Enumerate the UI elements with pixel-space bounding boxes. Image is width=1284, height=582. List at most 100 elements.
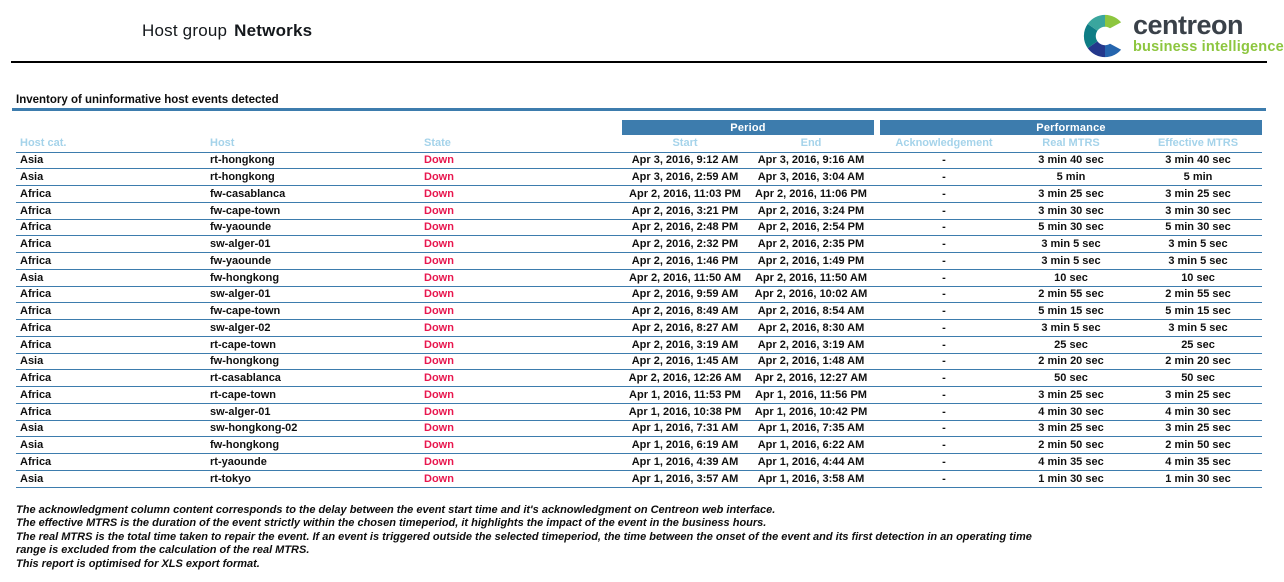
real-mtrs-cell: 10 sec <box>1008 269 1134 287</box>
acknowledgement-cell: - <box>880 252 1008 270</box>
host-cat-cell: Africa <box>16 369 206 387</box>
end-cell: Apr 1, 2016, 4:44 AM <box>748 453 874 471</box>
real-mtrs-cell: 2 min 20 sec <box>1008 353 1134 371</box>
start-cell: Apr 3, 2016, 2:59 AM <box>622 168 748 186</box>
start-cell: Apr 2, 2016, 1:45 AM <box>622 353 748 371</box>
col-header-state: State <box>420 135 622 153</box>
table-row: Asia rt-hongkong Down Apr 3, 2016, 2:59 AM A… <box>16 168 1263 186</box>
table-row: Africa fw-casablanca Down Apr 2, 2016, 11:0… <box>16 185 1263 203</box>
host-cell: fw-hongkong <box>206 269 420 287</box>
state-cell: Down <box>420 252 622 270</box>
state-cell: Down <box>420 269 622 287</box>
acknowledgement-cell: - <box>880 286 1008 304</box>
host-cat-cell: Africa <box>16 185 206 203</box>
table-row: Asia rt-tokyo Down Apr 1, 2016, 3:57 AM Apr … <box>16 470 1263 488</box>
start-cell: Apr 1, 2016, 6:19 AM <box>622 436 748 454</box>
effective-mtrs-cell: 2 min 50 sec <box>1134 436 1263 454</box>
section-heading-underline <box>12 108 1266 111</box>
host-cell: sw-alger-01 <box>206 286 420 304</box>
end-cell: Apr 3, 2016, 9:16 AM <box>748 152 874 170</box>
column-gap <box>874 336 880 354</box>
host-cell: rt-tokyo <box>206 470 420 488</box>
host-cat-cell: Africa <box>16 336 206 354</box>
effective-mtrs-cell: 25 sec <box>1134 336 1263 354</box>
table-row: Africa rt-cape-town Down Apr 2, 2016, 3:19 … <box>16 336 1263 354</box>
state-cell: Down <box>420 202 622 220</box>
end-cell: Apr 2, 2016, 8:30 AM <box>748 319 874 337</box>
end-cell: Apr 2, 2016, 2:54 PM <box>748 219 874 237</box>
column-gap <box>874 269 880 287</box>
acknowledgement-cell: - <box>880 168 1008 186</box>
effective-mtrs-cell: 3 min 25 sec <box>1134 185 1263 203</box>
host-cat-cell: Africa <box>16 453 206 471</box>
effective-mtrs-cell: 3 min 5 sec <box>1134 235 1263 253</box>
header-divider <box>11 61 1267 63</box>
footnote-line: This report is optimised for XLS export … <box>16 557 260 570</box>
real-mtrs-cell: 4 min 30 sec <box>1008 403 1134 421</box>
state-cell: Down <box>420 152 622 170</box>
start-cell: Apr 1, 2016, 11:53 PM <box>622 386 748 404</box>
events-table-wrap: Period Performance Host cat. Host State … <box>16 120 1263 488</box>
group-header-row: Period Performance <box>16 120 1263 135</box>
start-cell: Apr 3, 2016, 9:12 AM <box>622 152 748 170</box>
state-cell: Down <box>420 369 622 387</box>
start-cell: Apr 2, 2016, 11:03 PM <box>622 185 748 203</box>
host-cell: fw-hongkong <box>206 353 420 371</box>
real-mtrs-cell: 3 min 30 sec <box>1008 202 1134 220</box>
column-gap <box>874 353 880 371</box>
column-gap <box>874 453 880 471</box>
state-cell: Down <box>420 219 622 237</box>
acknowledgement-cell: - <box>880 319 1008 337</box>
acknowledgement-cell: - <box>880 420 1008 438</box>
effective-mtrs-cell: 1 min 30 sec <box>1134 470 1263 488</box>
end-cell: Apr 1, 2016, 10:42 PM <box>748 403 874 421</box>
real-mtrs-cell: 3 min 40 sec <box>1008 152 1134 170</box>
host-cat-cell: Asia <box>16 436 206 454</box>
real-mtrs-cell: 25 sec <box>1008 336 1134 354</box>
page-title: Host group Networks <box>142 21 312 41</box>
host-cat-cell: Africa <box>16 286 206 304</box>
start-cell: Apr 1, 2016, 4:39 AM <box>622 453 748 471</box>
state-cell: Down <box>420 470 622 488</box>
footnote-line: The effective MTRS is the duration of th… <box>16 517 767 530</box>
column-gap <box>874 286 880 304</box>
acknowledgement-cell: - <box>880 453 1008 471</box>
table-row: Africa rt-casablanca Down Apr 2, 2016, 12:2… <box>16 369 1263 387</box>
host-cat-cell: Africa <box>16 235 206 253</box>
host-cell: fw-cape-town <box>206 302 420 320</box>
logo-tagline: business intelligence <box>1133 39 1284 55</box>
state-cell: Down <box>420 386 622 404</box>
effective-mtrs-cell: 3 min 30 sec <box>1134 202 1263 220</box>
host-cell: rt-cape-town <box>206 386 420 404</box>
host-cell: fw-yaounde <box>206 219 420 237</box>
events-table-body: Asia rt-hongkong Down Apr 3, 2016, 9:12 AM A… <box>16 152 1263 488</box>
col-header-acknowledgement: Acknowledgement <box>880 135 1008 153</box>
host-cell: rt-yaounde <box>206 453 420 471</box>
table-row: Africa fw-cape-town Down Apr 2, 2016, 3:21 … <box>16 202 1263 220</box>
acknowledgement-cell: - <box>880 403 1008 421</box>
host-cat-cell: Africa <box>16 403 206 421</box>
column-gap <box>874 403 880 421</box>
end-cell: Apr 2, 2016, 3:24 PM <box>748 202 874 220</box>
col-header-host-cat: Host cat. <box>16 135 206 153</box>
table-row: Africa sw-alger-01 Down Apr 1, 2016, 10:38 … <box>16 403 1263 421</box>
end-cell: Apr 2, 2016, 1:49 PM <box>748 252 874 270</box>
footnote-line: range is excluded from the calculation o… <box>16 544 310 557</box>
col-header-effective-mtrs: Effective MTRS <box>1134 135 1263 153</box>
acknowledgement-cell: - <box>880 470 1008 488</box>
effective-mtrs-cell: 4 min 30 sec <box>1134 403 1263 421</box>
start-cell: Apr 2, 2016, 9:59 AM <box>622 286 748 304</box>
end-cell: Apr 2, 2016, 1:48 AM <box>748 353 874 371</box>
column-gap <box>874 152 880 170</box>
host-cell: fw-hongkong <box>206 436 420 454</box>
start-cell: Apr 2, 2016, 3:21 PM <box>622 202 748 220</box>
acknowledgement-cell: - <box>880 152 1008 170</box>
table-row: Africa fw-cape-town Down Apr 2, 2016, 8:49 … <box>16 302 1263 320</box>
host-cat-cell: Africa <box>16 302 206 320</box>
effective-mtrs-cell: 5 min <box>1134 168 1263 186</box>
column-gap <box>874 252 880 270</box>
real-mtrs-cell: 3 min 25 sec <box>1008 185 1134 203</box>
footnote-line: The real MTRS is the total time taken to… <box>16 530 1032 543</box>
column-gap <box>874 302 880 320</box>
